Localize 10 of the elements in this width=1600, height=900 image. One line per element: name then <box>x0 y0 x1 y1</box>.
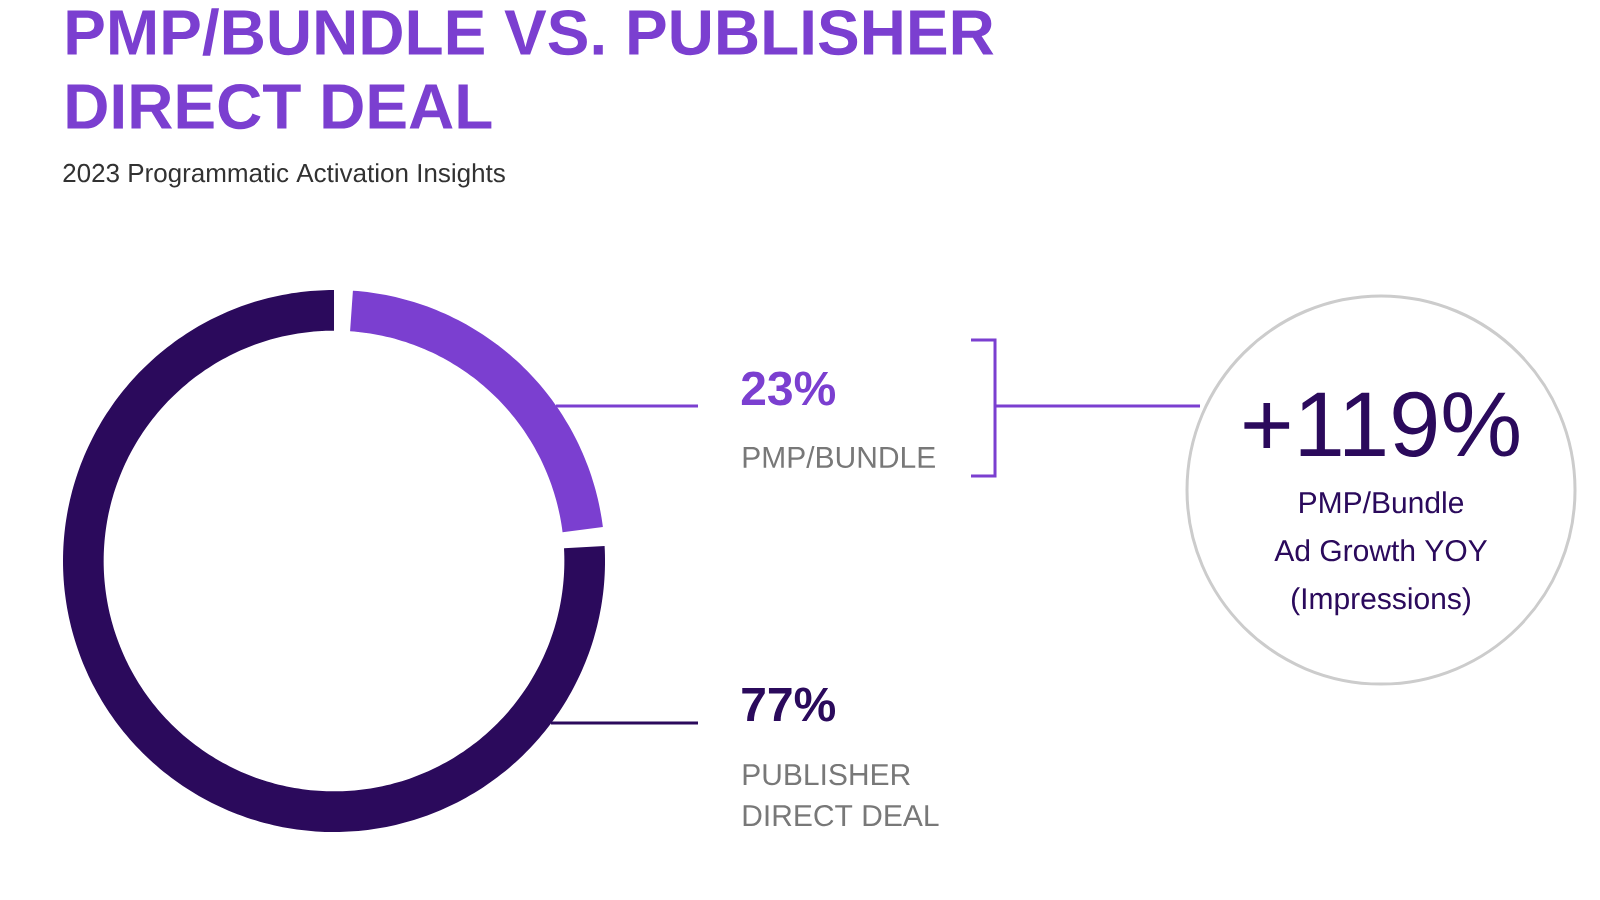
data-label: 23% <box>741 371 836 406</box>
text: +119% <box>1244 391 1519 457</box>
slice-label: PUBLISHER DIRECT DEAL <box>743 764 939 827</box>
text: PMP/Bundle <box>1300 491 1464 514</box>
slice-label: PMP/BUNDLE <box>743 446 935 469</box>
text: Ad Growth YOY <box>1274 539 1488 562</box>
text: (Impressions) <box>1292 587 1470 616</box>
data-label: 77% <box>742 687 836 722</box>
chart-title: PMP/BUNDLE VS. PUBLISHER DIRECT DEAL <box>67 8 994 130</box>
chart-subtitle: 2023 Programmatic Activation Insights <box>63 163 505 188</box>
